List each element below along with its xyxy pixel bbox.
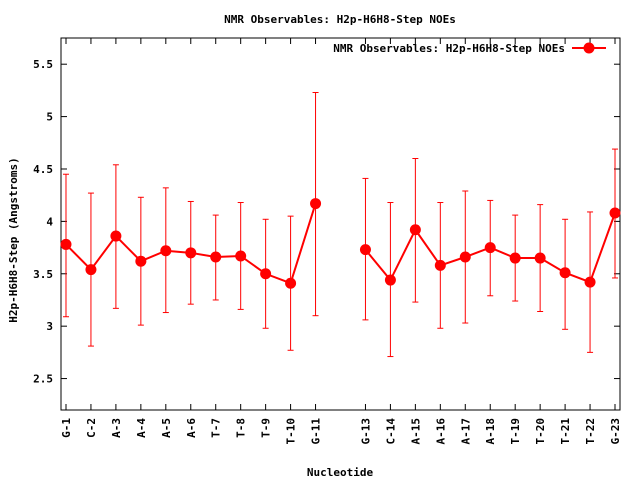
data-point	[235, 250, 247, 262]
data-point	[60, 238, 72, 250]
x-tick-label: C-2	[85, 418, 98, 438]
x-tick-label: A-5	[160, 418, 173, 438]
x-tick-label: T-10	[285, 418, 298, 445]
data-point	[185, 247, 197, 259]
x-tick-label: G-13	[359, 418, 372, 445]
data-marks	[60, 91, 621, 358]
x-tick-label: A-16	[434, 418, 447, 445]
plot-frame	[60, 37, 621, 411]
data-point	[110, 230, 122, 242]
data-point	[434, 259, 446, 271]
x-tick-label: T-7	[210, 418, 223, 438]
data-point	[409, 224, 421, 236]
x-tick-label: G-1	[60, 418, 73, 438]
x-tick-label: A-6	[185, 418, 198, 438]
x-tick-label: T-9	[260, 418, 273, 438]
x-tick-label: A-3	[110, 418, 123, 438]
data-point	[584, 276, 596, 288]
x-tick-label: A-15	[409, 418, 422, 445]
data-point	[160, 245, 172, 257]
data-point	[85, 264, 97, 276]
data-point	[534, 252, 546, 264]
x-tick-label: G-11	[310, 418, 323, 445]
y-tick-label: 3	[46, 320, 53, 333]
y-tick-label: 3.5	[33, 268, 53, 281]
y-tick-label: 2.5	[33, 373, 53, 386]
y-tick-label: 5.5	[33, 58, 53, 71]
data-point	[310, 198, 322, 210]
data-point	[359, 244, 371, 256]
legend-marker	[583, 42, 595, 54]
y-tick-label: 4.5	[33, 163, 53, 176]
data-point	[484, 242, 496, 254]
legend-label: NMR Observables: H2p-H6H8-Step NOEs	[333, 42, 565, 55]
x-tick-label: G-23	[609, 418, 622, 445]
x-tick-label: T-22	[584, 418, 597, 445]
axis-ticks: 2.5 3 3.5 4 4.5 5 5.5 G-1 C-2 A-3 A-4 A-5 A-6 T-7 T-8 T…	[33, 38, 622, 445]
data-point	[135, 255, 147, 267]
x-tick-label: A-4	[135, 418, 148, 438]
y-axis-label: H2p-H6H8-Step (Angstroms)	[7, 157, 20, 323]
chart-title: NMR Observables: H2p-H6H8-Step NOEs	[224, 13, 456, 26]
y-tick-label: 4	[46, 215, 53, 228]
x-tick-label: T-20	[534, 418, 547, 445]
x-tick-label: T-8	[235, 418, 248, 438]
x-tick-label: T-19	[509, 418, 522, 445]
data-point	[260, 268, 272, 280]
data-point	[285, 277, 297, 289]
data-point	[509, 252, 521, 264]
data-point	[559, 267, 571, 279]
data-point	[384, 274, 396, 286]
data-point	[609, 207, 621, 219]
x-tick-label: C-14	[384, 418, 397, 445]
legend: NMR Observables: H2p-H6H8-Step NOEs	[333, 42, 606, 55]
x-tick-label: T-21	[559, 418, 572, 445]
y-tick-label: 5	[46, 111, 53, 124]
x-tick-label: A-17	[459, 418, 472, 445]
data-point	[210, 251, 222, 263]
data-point	[459, 251, 471, 263]
x-axis-label: Nucleotide	[307, 466, 374, 479]
x-tick-label: A-18	[484, 418, 497, 445]
